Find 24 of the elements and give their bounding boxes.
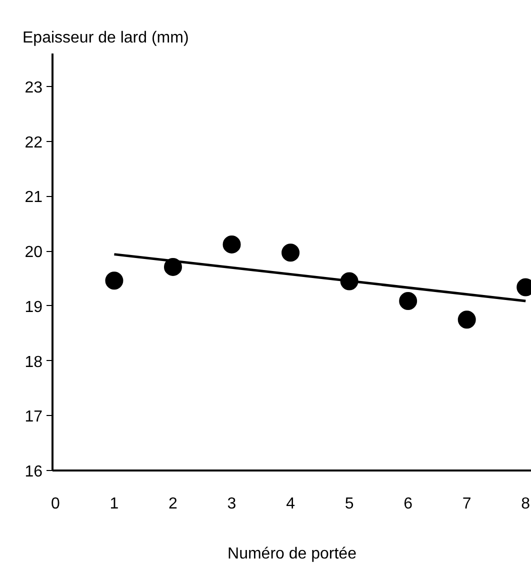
x-axis-title: Numéro de portée [228,546,357,562]
point [399,292,418,310]
x-tick-label: 7 [462,496,472,512]
point [222,235,241,254]
y-tick-label: 20 [24,244,43,262]
y-tick-label: 16 [24,464,43,480]
y-tick-label: 17 [24,408,43,426]
x-tick-label: 2 [168,496,178,512]
y-axis-title: Epaisseur de lard (mm) [22,30,189,46]
x-tick-label: 6 [404,496,413,512]
point [105,272,124,290]
y-tick-label: 22 [24,134,43,152]
x-tick-label: 0 [50,496,60,512]
y-tick-label: 18 [24,354,43,371]
y-tick-label: 19 [24,298,43,316]
x-tick-label: 4 [286,496,296,512]
x-tick-label: 5 [344,496,354,512]
x-tick-label: 1 [110,496,119,512]
y-tick-label: 23 [24,79,43,96]
point [458,310,476,329]
point [282,244,300,262]
y-tick-label: 21 [24,189,43,206]
x-tick-label: 8 [521,496,530,512]
x-tick-label: 3 [227,496,236,512]
